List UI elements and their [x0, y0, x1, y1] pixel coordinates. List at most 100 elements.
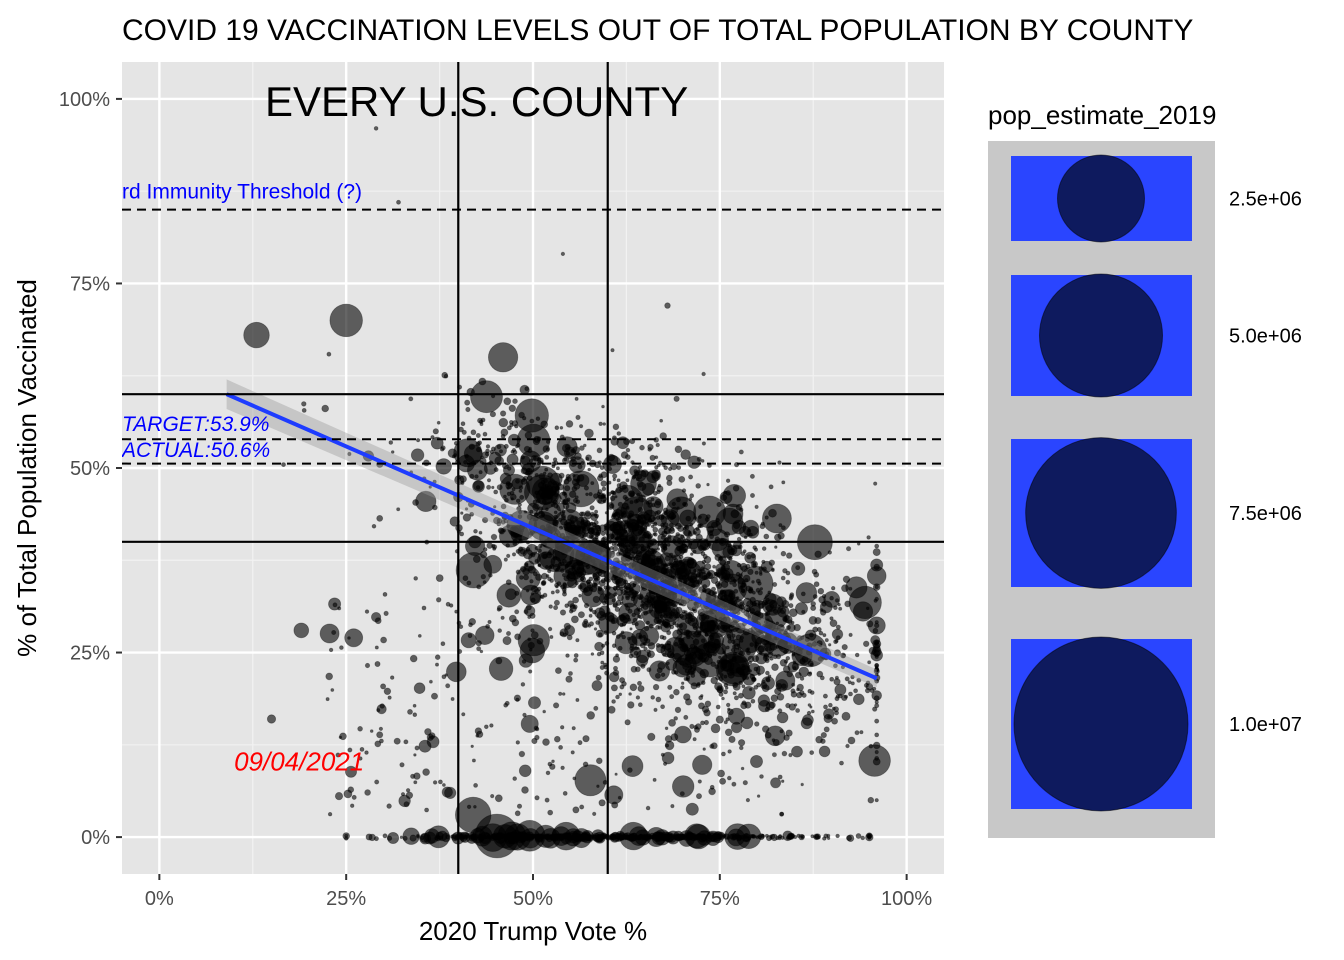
county-point — [641, 569, 647, 575]
county-point — [475, 733, 480, 738]
county-point — [607, 705, 616, 714]
county-point — [486, 484, 492, 490]
county-point — [610, 348, 615, 353]
county-point — [673, 670, 679, 675]
county-point — [681, 488, 687, 493]
county-point — [619, 570, 624, 575]
county-point — [459, 531, 465, 537]
county-point — [595, 524, 601, 530]
county-point — [872, 548, 881, 557]
county-point — [399, 762, 405, 768]
county-point — [615, 634, 621, 639]
county-point — [745, 797, 751, 803]
county-point — [765, 618, 770, 623]
county-point — [664, 726, 669, 731]
county-point — [474, 474, 479, 479]
county-point — [243, 321, 270, 349]
county-point — [700, 720, 705, 726]
county-point — [609, 546, 614, 551]
county-point — [641, 611, 646, 616]
county-point — [382, 592, 388, 597]
county-point — [817, 587, 825, 595]
county-point — [826, 836, 831, 840]
county-point — [635, 513, 640, 519]
county-point — [545, 507, 549, 512]
county-point — [835, 833, 840, 839]
county-point — [565, 451, 571, 456]
county-point — [659, 614, 665, 619]
county-point — [624, 603, 629, 608]
county-point — [679, 613, 684, 619]
county-point — [740, 551, 746, 556]
county-point — [782, 568, 788, 574]
county-point — [435, 574, 444, 582]
county-point — [725, 717, 730, 722]
herd-immunity-annotation: rd Immunity Threshold (?) — [122, 181, 362, 204]
county-point — [816, 835, 821, 839]
county-point — [795, 708, 800, 713]
county-point — [616, 478, 621, 483]
county-point — [467, 633, 473, 639]
county-point — [848, 691, 853, 697]
county-point — [818, 630, 824, 636]
county-point — [521, 659, 527, 664]
county-point — [753, 547, 759, 552]
county-point — [718, 691, 724, 697]
county-point — [554, 519, 559, 524]
county-point — [710, 521, 719, 529]
county-point — [790, 688, 796, 694]
county-point — [428, 679, 433, 684]
county-point — [527, 641, 535, 650]
county-point — [612, 473, 618, 479]
county-point — [518, 411, 525, 419]
county-point — [819, 675, 825, 681]
county-point — [655, 643, 661, 648]
county-point — [575, 638, 580, 643]
county-point — [523, 475, 528, 481]
county-point — [730, 624, 735, 629]
county-point — [707, 653, 713, 659]
county-point — [413, 682, 426, 694]
county-point — [701, 441, 707, 446]
legend-label: 1.0e+07 — [1229, 714, 1302, 736]
county-point — [667, 647, 672, 653]
county-point — [684, 698, 693, 706]
county-point — [330, 688, 335, 692]
x-tick-label: 0% — [145, 888, 174, 910]
county-point — [760, 521, 765, 526]
county-point — [521, 786, 529, 794]
county-point — [523, 510, 528, 514]
county-point — [674, 706, 682, 714]
county-point — [701, 559, 707, 565]
county-point — [545, 447, 550, 452]
county-point — [713, 836, 718, 841]
county-point — [510, 526, 515, 531]
county-point — [415, 438, 421, 443]
county-point — [505, 481, 511, 487]
county-point — [563, 622, 571, 630]
county-point — [764, 641, 772, 649]
county-point — [760, 833, 765, 838]
county-point — [440, 641, 446, 647]
county-point — [610, 684, 618, 692]
county-point — [652, 777, 657, 782]
county-point — [790, 644, 796, 650]
county-point — [629, 500, 634, 505]
county-point — [662, 595, 666, 600]
county-point — [546, 487, 552, 493]
county-point — [611, 801, 619, 809]
county-point — [739, 834, 744, 840]
county-point — [568, 608, 574, 614]
county-point — [670, 803, 675, 809]
county-point — [545, 770, 551, 776]
county-point — [754, 610, 762, 618]
county-point — [553, 605, 559, 611]
county-point — [627, 767, 633, 773]
county-point — [560, 765, 565, 770]
county-point — [746, 554, 752, 560]
county-point — [747, 528, 752, 533]
county-point — [592, 609, 597, 615]
county-point — [719, 777, 727, 785]
county-point — [579, 552, 585, 558]
